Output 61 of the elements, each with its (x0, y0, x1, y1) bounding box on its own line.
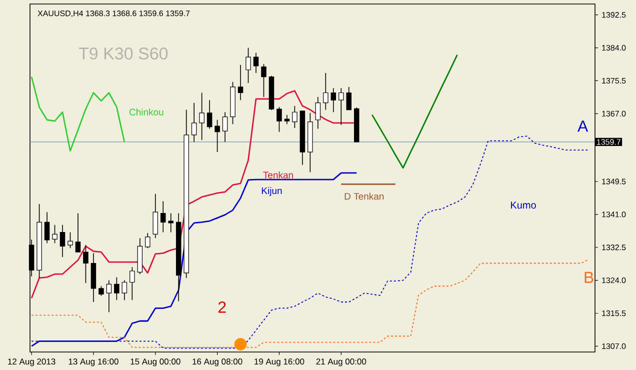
annotation: 2 (218, 302, 226, 313)
x-tick-label: 21 Aug 00:00 (316, 358, 366, 366)
candlestick (168, 212, 174, 233)
candlestick (130, 266, 135, 300)
x-tick-label: 15 Aug 00:00 (130, 358, 180, 366)
x-tick-label: 19 Aug 16:00 (254, 358, 304, 366)
candlestick (145, 232, 150, 249)
candlestick (315, 96, 321, 130)
candlestick (83, 244, 88, 284)
candlestick (246, 47, 251, 84)
text: T9 K30 S60 (78, 48, 168, 60)
candlestick (222, 112, 228, 142)
annotation: Kumo (511, 202, 536, 209)
candlestick (214, 119, 220, 152)
line-series (371, 54, 458, 169)
series-label: Kijun (262, 187, 282, 196)
series-label: Tenkan (263, 171, 293, 178)
candlestick (323, 72, 328, 110)
x-tick-label: 13 Aug 16:00 (68, 358, 118, 366)
candlestick (191, 102, 197, 142)
candlestick (238, 64, 244, 101)
candlestick (346, 86, 352, 110)
candlestick (284, 114, 290, 125)
text: XAUUSD,H4 1368.3 1368.6 1359.6 1359.7 (38, 10, 190, 18)
series-label: A (578, 120, 588, 132)
series-label: D Tenkan (344, 192, 384, 200)
series-label: B (584, 272, 594, 283)
candlestick (114, 276, 120, 300)
candlestick (122, 280, 128, 300)
y-tick-label: 1367.0 (602, 110, 626, 116)
y-tick-label: 1349.5 (602, 178, 626, 184)
candlestick (253, 52, 259, 74)
candlestick (52, 224, 58, 244)
y-tick-label: 1324.0 (602, 277, 626, 284)
candlestick (44, 212, 50, 244)
candlestick (106, 280, 112, 312)
y-tick-label: 1307.0 (602, 343, 626, 350)
y-tick-label: 1332.5 (602, 244, 626, 250)
candlestick (199, 92, 204, 140)
line-series (30, 76, 126, 152)
y-tick-label: 1392.5 (602, 12, 626, 18)
x-tick-label: 16 Aug 08:00 (192, 358, 242, 366)
candlestick (276, 106, 282, 132)
candlestick (60, 224, 66, 258)
y-tick-label: 1375.5 (602, 78, 626, 84)
candlestick (292, 106, 298, 128)
candlestick (206, 100, 212, 130)
candlestick (330, 88, 336, 113)
candlestick (98, 286, 104, 296)
candlestick (261, 64, 266, 98)
candlestick (68, 232, 73, 249)
ref-line-label: 1359.7 (597, 139, 620, 145)
candlestick (152, 193, 158, 238)
candlestick (338, 88, 344, 126)
y-tick-label: 1341.0 (602, 212, 626, 218)
series-label: Chinkou (129, 108, 164, 116)
candlestick (160, 200, 166, 233)
candlestick (75, 212, 81, 252)
y-tick-label: 1315.5 (602, 310, 626, 316)
x-tick-label: 12 Aug 2013 (8, 358, 56, 366)
y-tick-label: 1384.0 (602, 44, 626, 51)
